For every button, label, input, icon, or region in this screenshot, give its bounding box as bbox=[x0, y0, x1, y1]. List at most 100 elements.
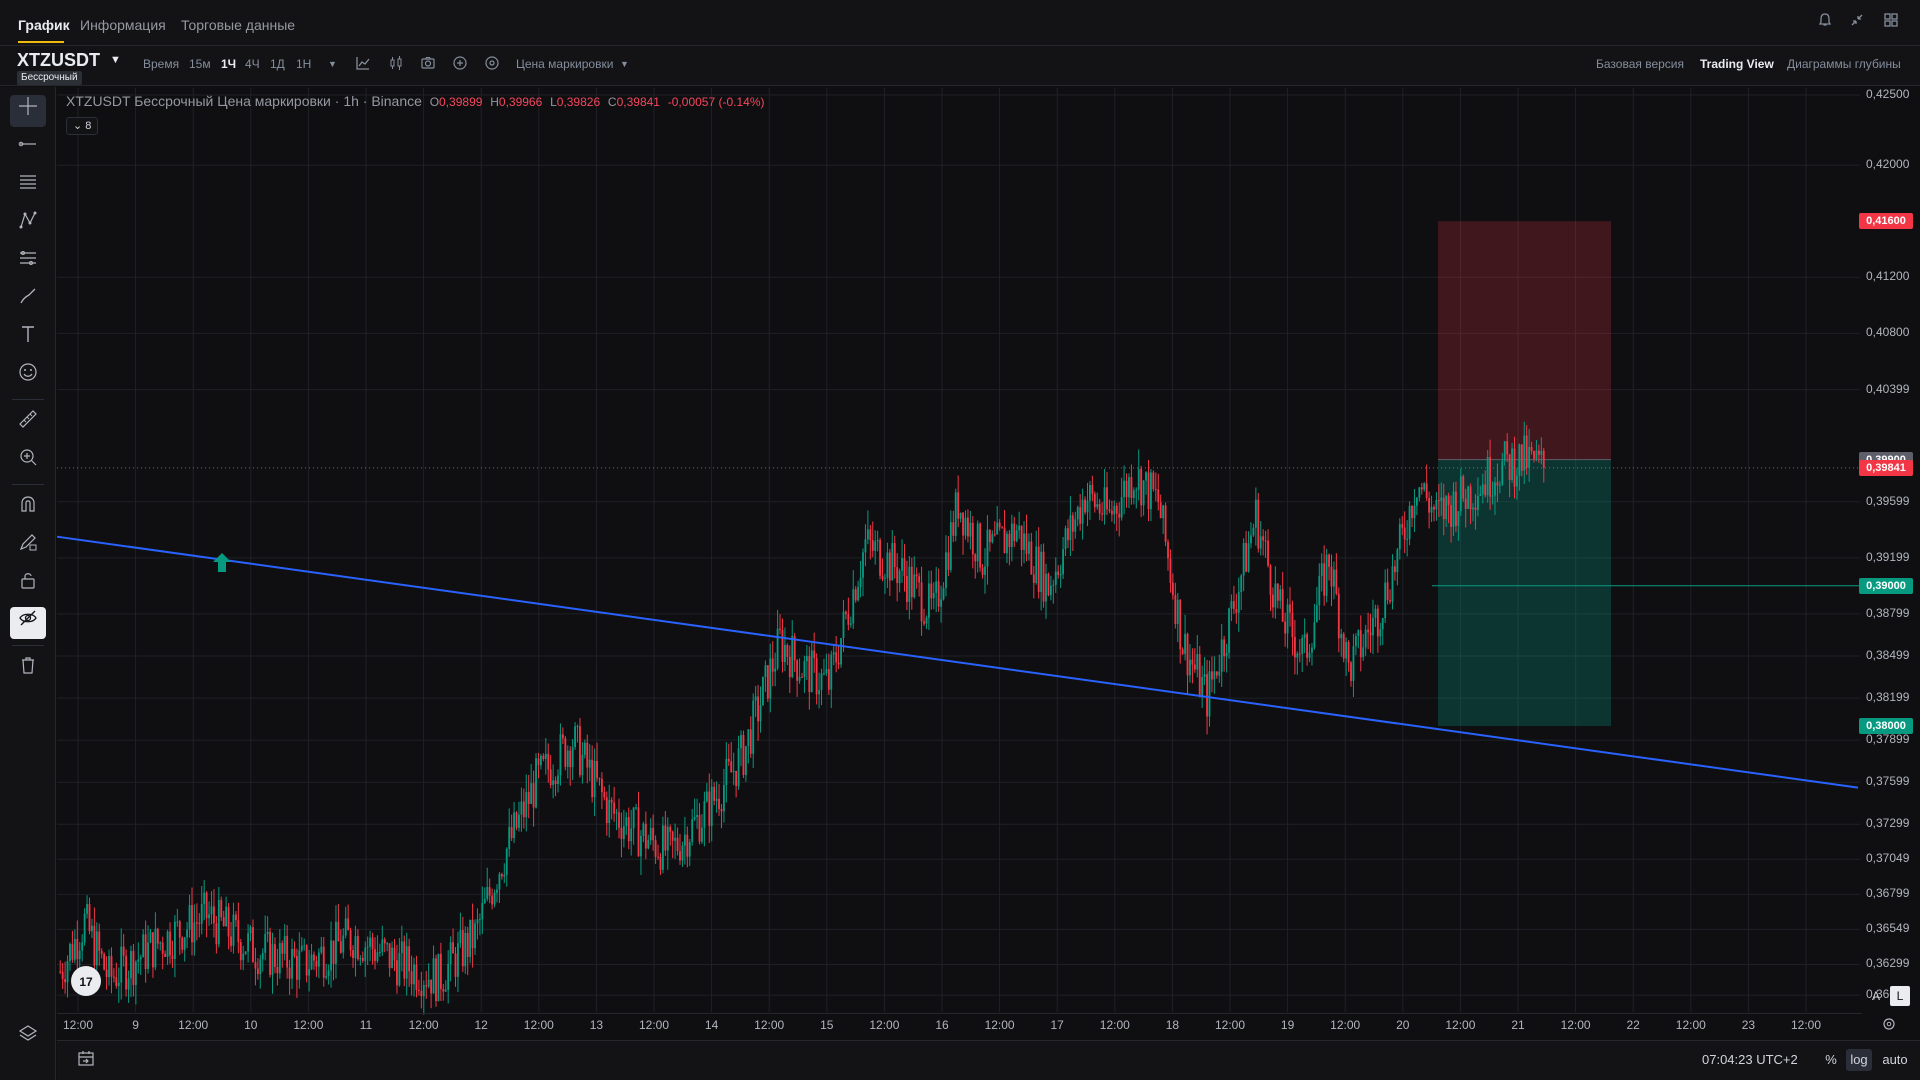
candle-body bbox=[366, 946, 369, 948]
settings-icon[interactable] bbox=[482, 55, 502, 75]
lock-pencil-icon[interactable] bbox=[10, 531, 46, 563]
candle-type-icon[interactable] bbox=[386, 55, 406, 75]
candle-body bbox=[569, 750, 572, 768]
ruler-icon[interactable] bbox=[10, 408, 46, 440]
camera-icon[interactable] bbox=[418, 55, 438, 75]
price-label: 0,37599 bbox=[1866, 774, 1910, 789]
time-label: 14 bbox=[704, 1018, 719, 1032]
price-source-chevron-icon[interactable]: ▼ bbox=[620, 59, 629, 69]
candle-body bbox=[742, 735, 745, 776]
bell-icon[interactable] bbox=[1815, 12, 1835, 32]
tab-trading-data[interactable]: Торговые данные bbox=[181, 17, 296, 33]
trendline-icon[interactable] bbox=[10, 133, 46, 165]
log-scale-toggle[interactable]: log bbox=[1846, 1049, 1872, 1071]
view-depth[interactable]: Диаграммы глубины bbox=[1787, 57, 1901, 71]
lock-scale-button[interactable]: L bbox=[1890, 986, 1910, 1006]
timeframe-1d[interactable]: 1Д bbox=[270, 57, 285, 71]
candle-body bbox=[139, 957, 142, 960]
candle-body bbox=[561, 734, 564, 739]
price-label: 0,37049 bbox=[1866, 851, 1910, 866]
lock-icon[interactable] bbox=[10, 569, 46, 601]
trash-icon[interactable] bbox=[10, 654, 46, 686]
percent-scale-toggle[interactable]: % bbox=[1825, 1052, 1837, 1067]
view-basic[interactable]: Базовая версия bbox=[1596, 57, 1684, 71]
auto-fit-button[interactable]: A bbox=[1871, 989, 1880, 1003]
candle-body bbox=[420, 990, 423, 997]
text-icon[interactable] bbox=[10, 323, 46, 355]
candle-body bbox=[593, 760, 596, 798]
candle-body bbox=[1486, 457, 1489, 496]
candle-body bbox=[1415, 497, 1418, 506]
add-circle-icon[interactable] bbox=[450, 55, 470, 75]
candle-body bbox=[1037, 546, 1040, 593]
candle-body bbox=[325, 976, 328, 978]
candle-body bbox=[391, 947, 393, 968]
fib-lines-icon[interactable] bbox=[10, 171, 46, 203]
candle-body bbox=[169, 931, 171, 956]
magnet-icon[interactable] bbox=[10, 493, 46, 525]
candle-body bbox=[791, 635, 794, 678]
hide-drawings-icon[interactable] bbox=[10, 607, 46, 639]
candle-body bbox=[1176, 599, 1179, 624]
axis-settings-icon[interactable] bbox=[1878, 1016, 1900, 1038]
zoom-icon[interactable] bbox=[10, 446, 46, 478]
candle-body bbox=[925, 617, 928, 624]
indicators-toggle[interactable]: ⌄ 8 bbox=[66, 117, 99, 135]
timeframe-1w[interactable]: 1Н bbox=[296, 57, 312, 71]
candle-body bbox=[1306, 634, 1309, 658]
candle-body bbox=[1391, 566, 1394, 602]
layers-icon[interactable] bbox=[10, 1023, 46, 1055]
candle-body bbox=[232, 914, 235, 946]
candle-body bbox=[1232, 601, 1235, 609]
date-range-icon[interactable] bbox=[74, 1049, 98, 1071]
time-axis[interactable] bbox=[57, 1013, 1862, 1047]
candle-body bbox=[596, 760, 598, 779]
candle-body bbox=[1518, 444, 1521, 476]
candle-body bbox=[520, 801, 523, 815]
price-source-select[interactable]: Цена маркировки bbox=[516, 57, 614, 71]
tab-chart[interactable]: График bbox=[18, 17, 70, 33]
view-tradingview[interactable]: Trading View bbox=[1700, 57, 1774, 71]
candle-body bbox=[564, 738, 567, 767]
symbol-selector[interactable]: XTZUSDT bbox=[17, 50, 100, 70]
candle-body bbox=[1435, 499, 1438, 510]
timeframe-4h[interactable]: 4Ч bbox=[245, 57, 260, 71]
candle-body bbox=[835, 652, 838, 663]
candle-body bbox=[942, 588, 945, 600]
candle-body bbox=[305, 945, 308, 976]
timeframe-15m[interactable]: 15м bbox=[189, 57, 211, 71]
candle-body bbox=[805, 656, 808, 662]
brush-icon[interactable] bbox=[10, 285, 46, 317]
candle-body bbox=[1296, 653, 1299, 658]
candle-body bbox=[1367, 629, 1370, 633]
candle-body bbox=[627, 817, 630, 842]
candle-body bbox=[1352, 646, 1355, 681]
candle-body bbox=[769, 658, 772, 699]
candle-body bbox=[1396, 549, 1399, 573]
layout-grid-icon[interactable] bbox=[1881, 12, 1901, 32]
emoji-icon[interactable] bbox=[10, 361, 46, 393]
collapse-icon[interactable] bbox=[1847, 12, 1867, 32]
tab-info[interactable]: Информация bbox=[80, 17, 166, 33]
candle-body bbox=[952, 522, 955, 536]
candle-body bbox=[1132, 490, 1135, 498]
pattern-icon[interactable] bbox=[10, 209, 46, 241]
candle-body bbox=[1474, 507, 1477, 511]
chevron-down-icon[interactable]: ▼ bbox=[110, 54, 121, 66]
candle-body bbox=[261, 952, 264, 960]
indicator-icon[interactable] bbox=[353, 55, 373, 75]
candle-body bbox=[732, 770, 735, 773]
timeframe-1h[interactable]: 1Ч bbox=[221, 57, 237, 71]
time-label: 22 bbox=[1626, 1018, 1640, 1032]
price-label: 0,39599 bbox=[1866, 493, 1910, 508]
candle-body bbox=[866, 529, 869, 540]
candle-body bbox=[117, 982, 120, 987]
price-label: 0,37899 bbox=[1866, 732, 1910, 747]
utc-clock[interactable]: 07:04:23 UTC+2 bbox=[1702, 1052, 1798, 1067]
crosshair-icon[interactable] bbox=[10, 95, 46, 127]
auto-scale-toggle[interactable]: auto bbox=[1882, 1052, 1908, 1067]
candle-body bbox=[237, 920, 240, 943]
projection-icon[interactable] bbox=[10, 247, 46, 279]
timeframe-more-icon[interactable]: ▼ bbox=[328, 59, 337, 69]
